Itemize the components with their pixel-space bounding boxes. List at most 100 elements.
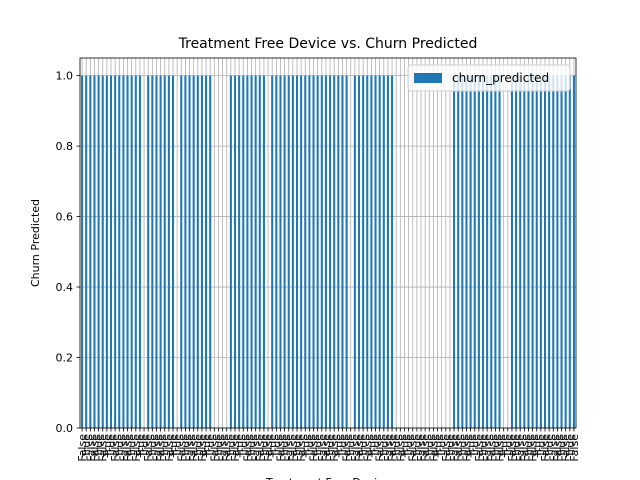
y-tick-label: 1.0	[56, 70, 74, 83]
bar	[246, 75, 249, 428]
x-tick-label: True	[336, 434, 349, 459]
x-tick-label: True	[498, 434, 511, 459]
y-tick-label: 0.2	[56, 352, 74, 365]
bar	[362, 75, 365, 428]
x-tick-label: False	[130, 434, 143, 462]
x-tick-label: False	[382, 434, 395, 462]
x-tick-label: False	[481, 434, 494, 462]
y-tick-label: 0.6	[56, 211, 74, 224]
x-tick-label: False	[76, 434, 89, 462]
bar	[548, 75, 551, 428]
x-tick-label: False	[407, 434, 420, 462]
bar	[262, 75, 265, 428]
x-tick-label: False	[394, 434, 407, 462]
bar	[159, 75, 162, 428]
bar	[184, 75, 187, 428]
x-tick-label: False	[88, 434, 101, 462]
bar	[457, 75, 460, 428]
x-tick-label: True	[134, 434, 147, 459]
x-tick-label: True	[332, 434, 345, 459]
bar	[486, 75, 489, 428]
x-tick-label: True	[303, 434, 316, 459]
x-tick-label: False	[109, 434, 122, 462]
bar	[254, 75, 257, 428]
legend-box	[407, 64, 571, 92]
x-tick-label: True	[101, 434, 114, 459]
bar	[109, 75, 113, 428]
x-tick-label: False	[229, 434, 242, 462]
plot-frame	[79, 57, 577, 429]
x-tick-label: True	[212, 434, 225, 459]
x-tick-label: True	[456, 434, 469, 459]
bar	[138, 75, 141, 428]
x-tick-label: False	[254, 434, 267, 462]
bar	[539, 75, 542, 428]
x-tick-label: False	[163, 434, 176, 462]
x-tick-label: True	[510, 434, 523, 459]
bar	[461, 75, 464, 428]
x-tick-label: False	[274, 434, 287, 462]
bar	[469, 75, 472, 428]
x-tick-label: True	[432, 434, 445, 459]
bar	[329, 75, 332, 428]
x-tick-label: False	[547, 434, 560, 462]
bar	[163, 75, 166, 428]
bar	[275, 75, 278, 428]
x-tick-label: True	[398, 434, 411, 459]
bar	[205, 75, 208, 428]
x-tick-label: False	[308, 434, 321, 462]
x-tick-label: False	[262, 434, 275, 462]
bar	[93, 75, 96, 428]
x-tick-label: True	[436, 434, 449, 459]
bar	[242, 75, 245, 428]
bar	[126, 75, 129, 428]
x-tick-label: True	[370, 434, 383, 459]
bar	[477, 75, 480, 428]
x-tick-label: False	[485, 434, 498, 462]
x-tick-label: False	[349, 434, 362, 462]
x-tick-label: True	[345, 434, 358, 459]
x-tick-label: True	[502, 434, 515, 459]
bar	[527, 75, 530, 428]
bar	[498, 75, 501, 428]
x-tick-label: False	[452, 434, 465, 462]
x-tick-label: False	[221, 434, 234, 462]
bar	[564, 75, 567, 428]
x-tick-label: False	[460, 434, 473, 462]
bar	[552, 75, 555, 428]
bar	[543, 75, 547, 428]
bar	[473, 75, 476, 428]
bar	[494, 75, 497, 428]
x-tick-label: False	[175, 434, 188, 462]
x-tick-label: True	[469, 434, 482, 459]
bar	[556, 75, 559, 428]
x-tick-label: False	[415, 434, 428, 462]
x-tick-label: True	[279, 434, 292, 459]
bar	[370, 75, 373, 428]
bar	[89, 75, 92, 428]
bar	[258, 75, 261, 428]
x-tick-label: False	[427, 434, 440, 462]
x-tick-label: False	[283, 434, 296, 462]
bar	[572, 75, 575, 428]
x-tick-label: False	[419, 434, 432, 462]
bar	[105, 75, 108, 428]
bar	[271, 75, 274, 428]
x-tick-label: True	[113, 434, 126, 459]
bar	[291, 75, 294, 428]
bar	[81, 75, 84, 428]
x-tick-label: True	[411, 434, 424, 459]
x-tick-label: True	[246, 434, 259, 459]
bar	[151, 75, 154, 428]
bar	[188, 75, 191, 428]
x-tick-label: False	[155, 434, 168, 462]
bar	[97, 75, 100, 428]
x-tick-label: True	[324, 434, 337, 459]
x-tick-label: True	[543, 434, 556, 459]
bar	[312, 75, 315, 428]
x-tick-label: False	[150, 434, 163, 462]
bar	[531, 75, 534, 428]
bar	[196, 75, 199, 428]
bar	[535, 75, 538, 428]
